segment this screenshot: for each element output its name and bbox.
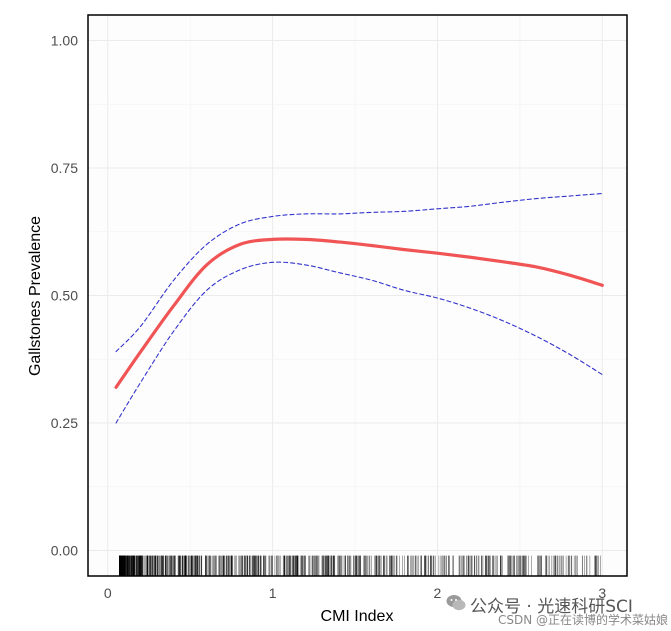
watermark-account: 公众号 · 光速科研SCI <box>470 597 633 617</box>
upper-ci-line <box>115 192 603 353</box>
y-tick-label: 0.50 <box>51 288 78 304</box>
y-axis-title: Gallstones Prevalence <box>27 216 44 376</box>
watermark-credit: CSDN @正在读博的学术菜姑娘 <box>498 613 669 627</box>
x-tick-label: 1 <box>269 585 277 601</box>
y-tick-label: 1.00 <box>51 33 78 49</box>
x-tick-label: 2 <box>434 585 442 601</box>
y-tick-label: 0.25 <box>51 415 78 431</box>
watermark: 公众号 · 光速科研SCI CSDN @正在读博的学术菜姑娘 <box>446 592 669 628</box>
grid <box>88 15 627 576</box>
x-axis-title: CMI Index <box>321 608 394 625</box>
y-tick-label: 0.75 <box>51 160 78 176</box>
rug-plot <box>119 555 601 576</box>
plot-border <box>87 14 628 577</box>
series-group <box>114 192 604 424</box>
wechat-icon <box>446 595 466 611</box>
estimate-line <box>114 237 604 389</box>
y-tick-label: 0.00 <box>51 543 78 559</box>
x-tick-label: 0 <box>104 585 112 601</box>
tick-labels: 0 1 2 3 0.00 0.25 0.50 0.75 1.00 <box>51 33 607 602</box>
lower-ci-line <box>115 261 603 424</box>
x-tick-label: 3 <box>598 585 606 601</box>
